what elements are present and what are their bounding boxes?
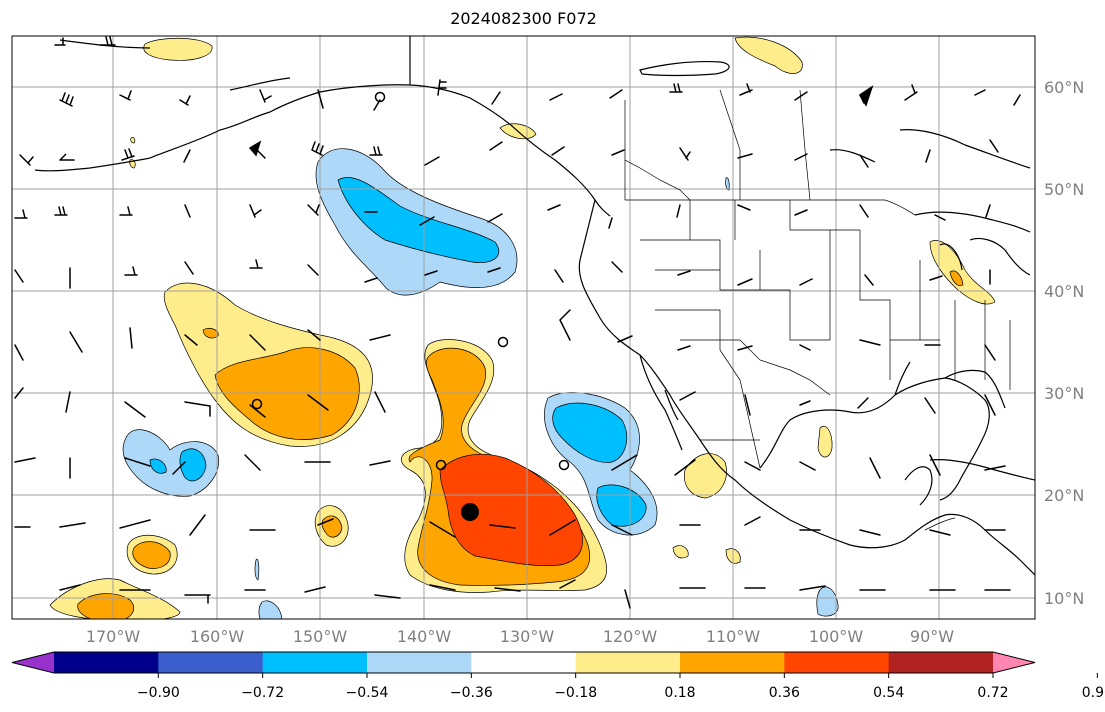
lon-tick-label: 140°W <box>397 627 452 646</box>
political-borders <box>624 89 1011 531</box>
shaded-field <box>49 36 996 619</box>
colorbar-tick-label: 0.90 <box>1082 685 1105 701</box>
lon-tick-label: 110°W <box>706 627 761 646</box>
lat-tick-label: 60°N <box>1044 78 1084 97</box>
colorbar-tick-label: 0.54 <box>873 685 904 701</box>
open-marker <box>497 336 509 348</box>
contour-orange-west <box>214 347 360 440</box>
contour-yellow-gulf <box>817 425 833 458</box>
lat-tick-label: 40°N <box>1044 282 1084 301</box>
colorbar-tick-label: 0.72 <box>977 685 1008 701</box>
lon-tick-label: 150°W <box>293 627 348 646</box>
contour-orange-lakes <box>949 270 964 287</box>
colorbar: −0.90 −0.72 −0.54 −0.36 −0.18 0.18 0.36 0.54 0.7… <box>11 651 1105 701</box>
lon-tick-label: 160°W <box>190 627 245 646</box>
colorbar-outline <box>11 651 1036 674</box>
contour-orange-bl <box>77 593 135 619</box>
contour-yellow-dot <box>130 137 136 144</box>
lat-tick-label: 30°N <box>1044 384 1084 403</box>
colorbar-extend-high <box>993 652 1035 673</box>
open-marker <box>558 459 570 471</box>
contour-yellow-small1 <box>672 545 689 559</box>
open-marker <box>435 459 447 471</box>
open-marker <box>251 398 263 410</box>
contour-blue-baja-mid <box>552 402 628 463</box>
map-frame <box>11 35 1036 620</box>
contour-blue-br <box>816 586 839 617</box>
lat-axis: 10°N 20°N 30°N 40°N 50°N 60°N <box>1044 78 1084 608</box>
contour-red-central <box>439 453 583 566</box>
contour-yellow-lakes <box>929 240 996 305</box>
colorbar-segment <box>888 652 994 673</box>
contour-yellow-alaska <box>143 37 213 61</box>
wind-barbs <box>14 36 1021 609</box>
lat-tick-label: 20°N <box>1044 486 1084 505</box>
center-marker <box>461 503 479 521</box>
contour-yellow-canada-top <box>734 36 803 74</box>
lon-tick-label: 120°W <box>603 627 658 646</box>
colorbar-segment <box>54 652 159 673</box>
lon-tick-label: 130°W <box>500 627 555 646</box>
colorbar-segment <box>680 652 785 673</box>
lat-tick-label: 10°N <box>1044 589 1084 608</box>
lat-tick-label: 50°N <box>1044 180 1084 199</box>
colorbar-segment <box>575 652 681 673</box>
colorbar-tick-label: −0.18 <box>554 685 597 701</box>
colorbar-extend-low <box>12 652 54 673</box>
markers <box>251 91 570 521</box>
contour-orange-speck <box>202 328 219 339</box>
contour-blue-goa-mid <box>337 177 500 263</box>
colorbar-segment <box>262 652 368 673</box>
colorbar-tick-label: −0.90 <box>137 685 180 701</box>
lon-tick-label: 100°W <box>809 627 864 646</box>
colorbar-tick-label: −0.72 <box>241 685 284 701</box>
colorbar-tick-label: −0.54 <box>346 685 389 701</box>
open-marker <box>374 91 386 103</box>
contour-yellow-mexico <box>684 453 727 499</box>
colorbar-segment <box>471 652 577 673</box>
contour-blue-west-mid2 <box>149 458 167 474</box>
colorbar-tick-label: 0.18 <box>664 685 695 701</box>
contour-blue-slit <box>254 558 260 581</box>
contour-blue-bottom <box>258 600 283 619</box>
contour-blue-canada <box>725 177 730 191</box>
contour-blue-west-mid <box>179 448 207 482</box>
gridlines <box>12 36 1035 619</box>
map-title: 2024082300 F072 <box>450 9 597 28</box>
colorbar-segment <box>367 652 472 673</box>
lon-axis: 170°W 160°W 150°W 140°W 130°W 120°W 110°… <box>86 627 954 646</box>
colorbar-tick-label: −0.36 <box>450 685 493 701</box>
colorbar-segment <box>784 652 890 673</box>
lon-tick-label: 170°W <box>86 627 141 646</box>
contour-orange-sw <box>132 541 171 569</box>
colorbar-tick-label: 0.36 <box>769 685 800 701</box>
colorbar-segment <box>158 652 264 673</box>
lon-tick-label: 90°W <box>910 627 954 646</box>
